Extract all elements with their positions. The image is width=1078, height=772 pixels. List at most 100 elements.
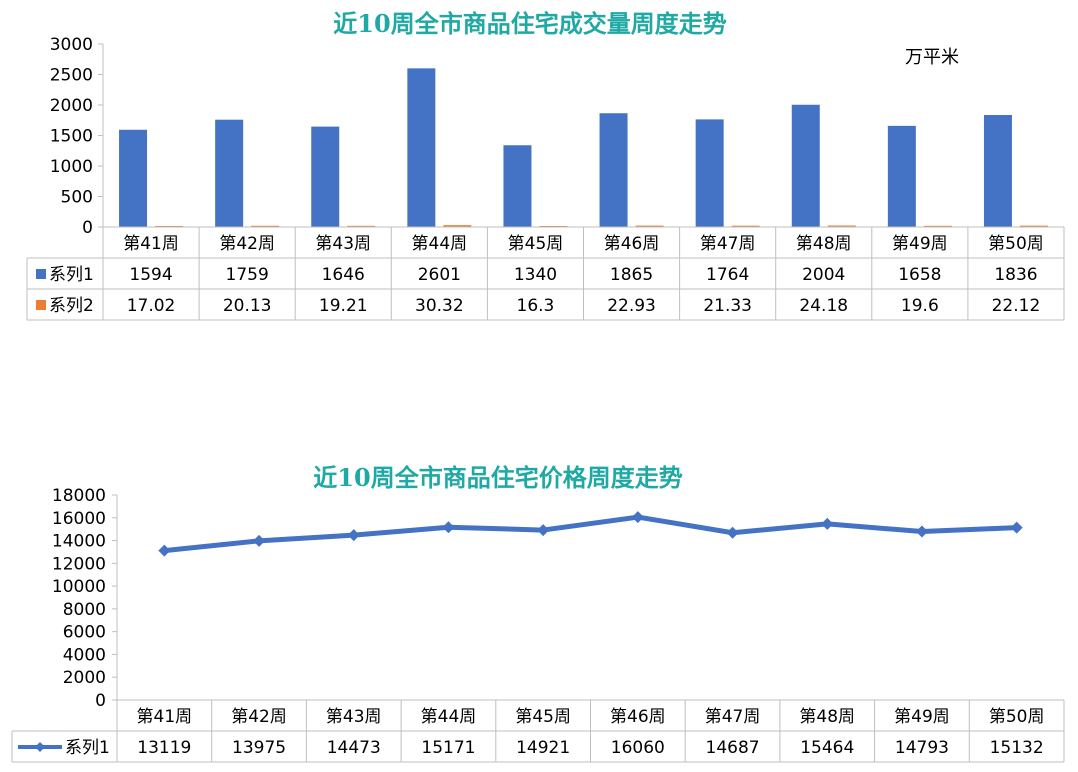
chart2-point-marker (347, 529, 360, 542)
chart1-data-label: 19.6 (901, 296, 939, 316)
chart1-bar-2 (923, 225, 952, 227)
chart1-data-label: 1594 (129, 265, 172, 285)
chart2-x-tick-label: 第44周 (421, 707, 477, 727)
chart1-data-label: 22.12 (992, 296, 1041, 316)
chart1-data-label: 16.3 (517, 296, 555, 316)
chart2-x-tick-label: 第42周 (231, 707, 287, 727)
chart1-x-tick-label: 第41周 (123, 234, 179, 254)
chart1-y-tick-label: 3000 (50, 35, 93, 55)
chart1-bar-2 (827, 225, 856, 227)
chart2-x-tick-label: 第43周 (326, 707, 382, 727)
chart1-legend-swatch (36, 269, 46, 279)
chart2-point-marker (631, 511, 644, 524)
chart1-bar-2 (443, 225, 472, 227)
chart2-data-label: 15171 (421, 738, 475, 758)
chart2-data-label: 14687 (706, 738, 760, 758)
chart2-x-tick-label: 第50周 (989, 707, 1045, 727)
chart2-point-marker (915, 525, 928, 538)
chart1-data-label: 1836 (994, 265, 1037, 285)
chart2-legend-marker (35, 742, 45, 752)
chart2-data-label: 15464 (800, 738, 854, 758)
chart1-bar-1 (503, 145, 532, 227)
chart1-x-tick-label: 第43周 (315, 234, 371, 254)
chart1-data-label: 1764 (706, 265, 749, 285)
chart2-series-line (164, 514, 1017, 554)
chart2-point-marker (158, 544, 171, 557)
chart1-legend-label: 系列2 (49, 296, 94, 316)
chart1-y-tick-label: 1500 (50, 127, 93, 147)
chart1-y-tick-label: 0 (82, 218, 93, 238)
chart1-x-tick-label: 第49周 (892, 234, 948, 254)
chart2-x-tick-label: 第48周 (799, 707, 855, 727)
chart1-bar-1 (407, 68, 436, 228)
chart1-data-label: 1340 (514, 265, 557, 285)
chart1-title: 近10周全市商品住宅成交量周度走势 (333, 9, 726, 38)
chart1-bar-1 (791, 104, 820, 227)
chart1-bar-2 (635, 225, 664, 227)
chart1-bar-1 (887, 125, 916, 227)
chart1-data-label: 21.33 (703, 296, 752, 316)
chart2-y-tick-label: 18000 (52, 486, 106, 506)
chart2-y-tick-label: 8000 (63, 600, 106, 620)
chart1-bar-1 (311, 126, 340, 227)
chart2-x-tick-label: 第46周 (610, 707, 666, 727)
chart2-legend-label: 系列1 (65, 738, 110, 758)
chart1-data-label: 1658 (898, 265, 941, 285)
chart2-data-label: 13975 (232, 738, 286, 758)
chart2-y-tick-label: 0 (95, 691, 106, 711)
chart1-x-tick-label: 第42周 (219, 234, 275, 254)
chart2-x-tick-label: 第45周 (515, 707, 571, 727)
chart1-x-tick-label: 第48周 (796, 234, 852, 254)
chart2-y-tick-label: 4000 (63, 645, 106, 665)
chart2-x-tick-label: 第49周 (894, 707, 950, 727)
chart1-x-tick-label: 第50周 (988, 234, 1044, 254)
chart2-y-tick-label: 6000 (63, 623, 106, 643)
chart2-data-label: 16060 (611, 738, 665, 758)
chart2-y-tick-label: 10000 (52, 577, 106, 597)
chart2-point-marker (726, 526, 739, 539)
chart1-legend-swatch (36, 300, 46, 310)
chart2-point-marker (537, 524, 550, 537)
chart1-bar-2 (155, 225, 184, 227)
chart2-data-label: 14921 (516, 738, 570, 758)
chart1-data-label: 24.18 (799, 296, 848, 316)
chart1-data-label: 1865 (610, 265, 653, 285)
chart1-y-tick-label: 1000 (50, 157, 93, 177)
chart2-data-label: 14473 (327, 738, 381, 758)
chart1-bar-1 (695, 119, 724, 227)
chart1-bar-1 (215, 119, 244, 227)
chart2-y-tick-label: 12000 (52, 554, 106, 574)
chart1-bar-2 (347, 225, 376, 227)
chart1-bar-1 (599, 113, 628, 227)
chart1-legend-label: 系列1 (49, 265, 94, 285)
chart1-data-label: 1646 (322, 265, 365, 285)
chart1-data-label: 2004 (802, 265, 845, 285)
chart2-point-marker (1010, 521, 1023, 534)
chart1-bar-2 (1019, 225, 1048, 227)
chart2-point-marker (821, 517, 834, 530)
chart2-y-tick-label: 2000 (63, 668, 106, 688)
chart2-y-tick-label: 14000 (52, 532, 106, 552)
chart2-data-label: 13119 (137, 738, 191, 758)
chart1-x-tick-label: 第47周 (700, 234, 756, 254)
chart1-bar-1 (983, 115, 1012, 227)
chart2-x-tick-label: 第41周 (137, 707, 193, 727)
chart1-bar-2 (251, 225, 280, 227)
chart2-data-label: 14793 (895, 738, 949, 758)
chart1-data-label: 22.93 (607, 296, 656, 316)
chart1-x-tick-label: 第44周 (412, 234, 468, 254)
chart2-point-marker (253, 534, 266, 547)
chart2-point-marker (442, 521, 455, 534)
chart1-data-label: 20.13 (223, 296, 272, 316)
chart1-data-label: 17.02 (127, 296, 176, 316)
chart2-x-tick-label: 第47周 (705, 707, 761, 727)
chart1-data-label: 19.21 (319, 296, 368, 316)
chart1-data-label: 1759 (226, 265, 269, 285)
chart1-bar-1 (119, 129, 148, 227)
chart1-y-tick-label: 2000 (50, 96, 93, 116)
chart2-data-label: 15132 (990, 738, 1044, 758)
chart1-y-tick-label: 2500 (50, 66, 93, 86)
chart1-data-label: 2601 (418, 265, 461, 285)
